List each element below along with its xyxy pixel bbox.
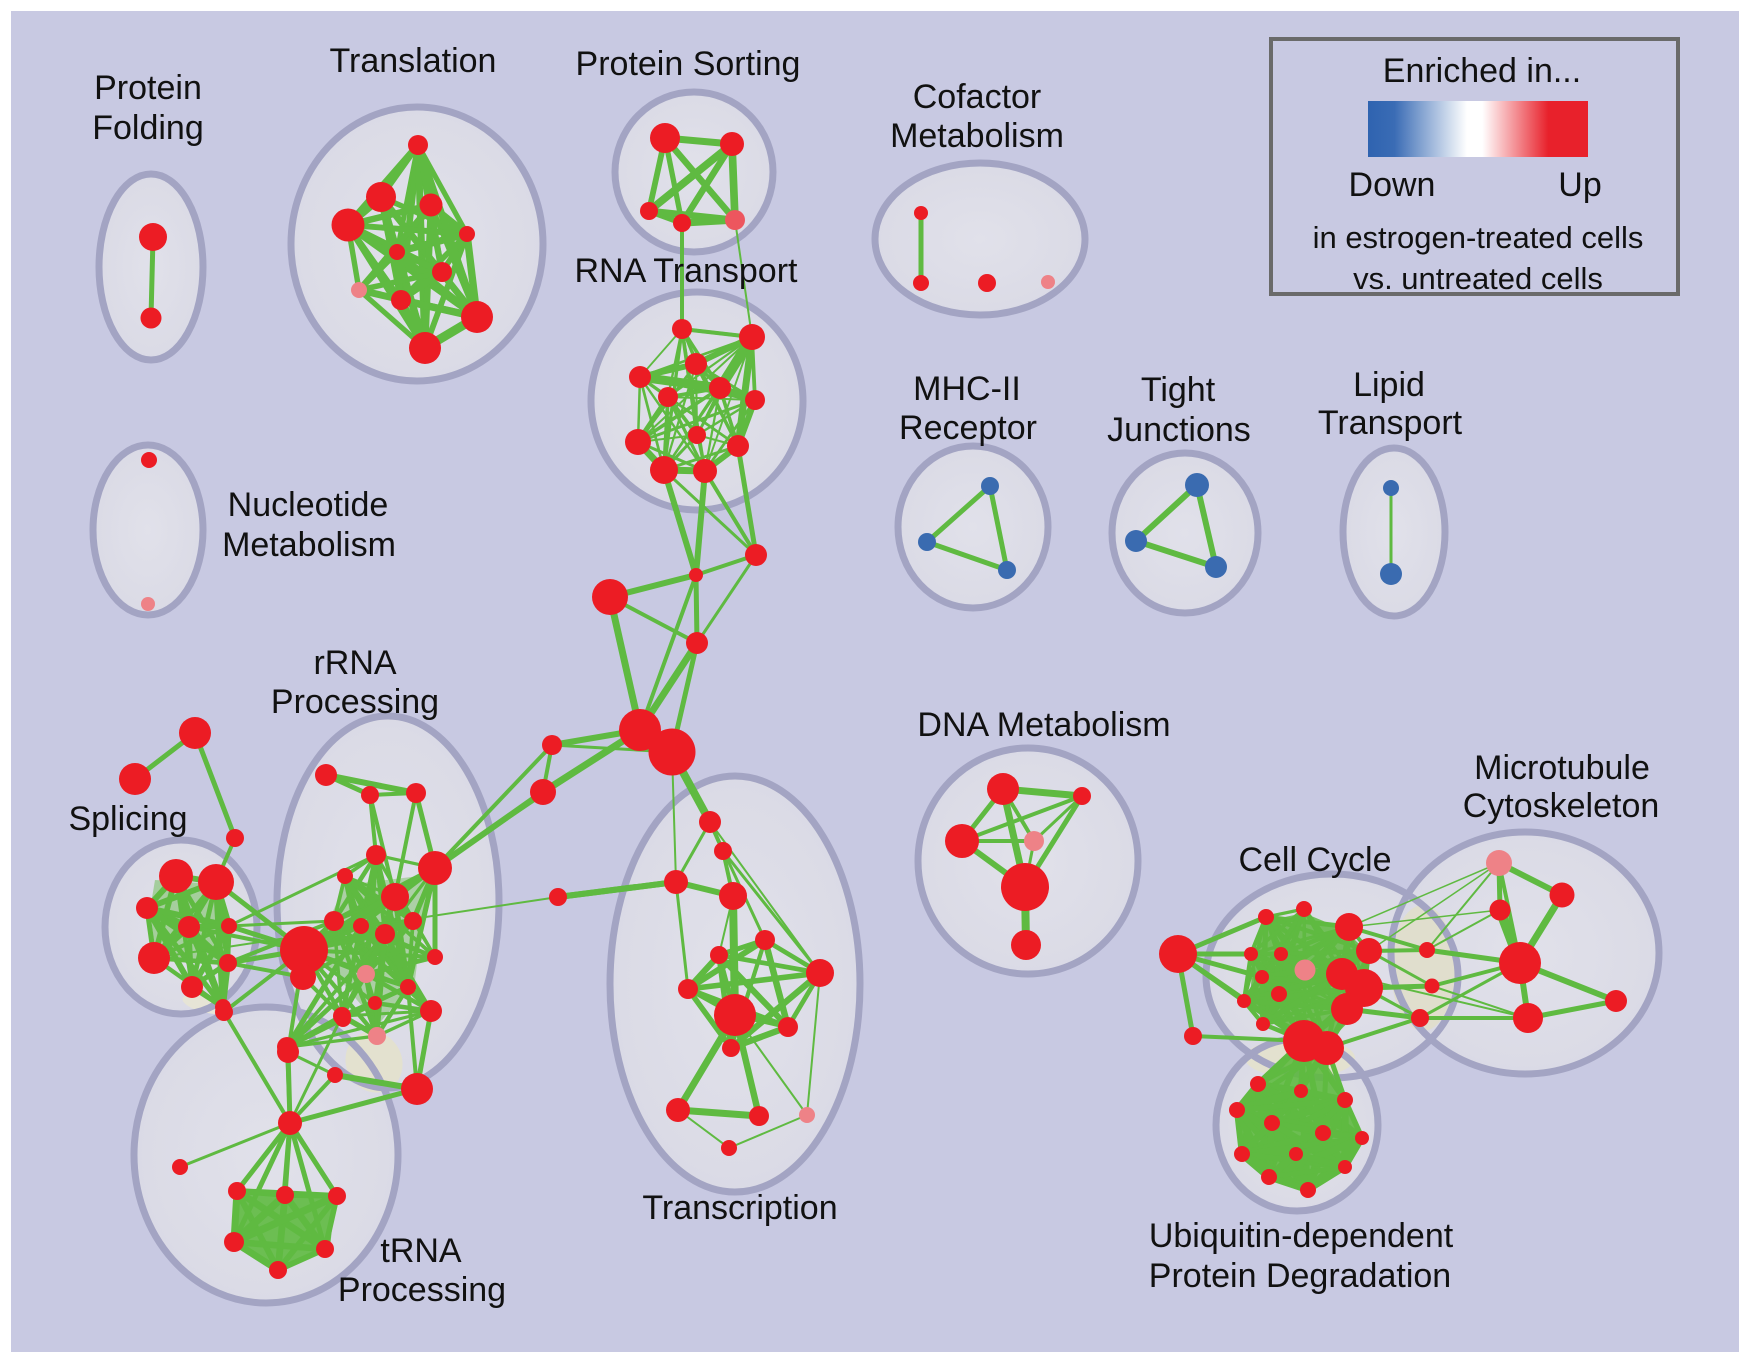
svg-text:DNA Metabolism: DNA Metabolism	[917, 706, 1170, 744]
svg-text:Up: Up	[1558, 166, 1601, 204]
svg-text:Protein Degradation: Protein Degradation	[1149, 1257, 1451, 1295]
svg-text:Splicing: Splicing	[68, 800, 187, 838]
svg-text:Metabolism: Metabolism	[222, 526, 396, 564]
svg-text:Folding: Folding	[92, 109, 204, 147]
svg-text:Processing: Processing	[271, 683, 439, 721]
svg-text:Enriched in...: Enriched in...	[1383, 52, 1581, 90]
svg-text:Protein: Protein	[94, 69, 202, 107]
svg-text:Down: Down	[1349, 166, 1436, 204]
svg-text:Tight: Tight	[1141, 371, 1216, 409]
svg-text:Cofactor: Cofactor	[913, 78, 1042, 116]
svg-text:Junctions: Junctions	[1107, 411, 1251, 449]
svg-text:Metabolism: Metabolism	[890, 117, 1064, 155]
svg-text:RNA Transport: RNA Transport	[575, 252, 799, 290]
svg-text:Processing: Processing	[338, 1271, 506, 1309]
svg-text:Nucleotide: Nucleotide	[228, 486, 389, 524]
svg-text:Protein Sorting: Protein Sorting	[576, 45, 801, 83]
svg-text:Transport: Transport	[1318, 404, 1463, 442]
svg-text:Cell Cycle: Cell Cycle	[1238, 841, 1391, 879]
svg-text:Microtubule: Microtubule	[1474, 749, 1650, 787]
svg-text:in estrogen-treated cells: in estrogen-treated cells	[1313, 220, 1644, 255]
svg-text:vs. untreated cells: vs. untreated cells	[1353, 261, 1603, 296]
svg-text:Transcription: Transcription	[642, 1189, 837, 1227]
svg-text:Lipid: Lipid	[1353, 366, 1425, 404]
svg-text:Translation: Translation	[330, 42, 497, 80]
svg-text:tRNA: tRNA	[380, 1232, 462, 1270]
svg-text:Receptor: Receptor	[899, 409, 1037, 447]
svg-text:Cytoskeleton: Cytoskeleton	[1463, 787, 1660, 825]
svg-text:Ubiquitin-dependent: Ubiquitin-dependent	[1149, 1217, 1454, 1255]
svg-text:MHC-II: MHC-II	[913, 370, 1021, 408]
svg-text:rRNA: rRNA	[313, 644, 396, 682]
